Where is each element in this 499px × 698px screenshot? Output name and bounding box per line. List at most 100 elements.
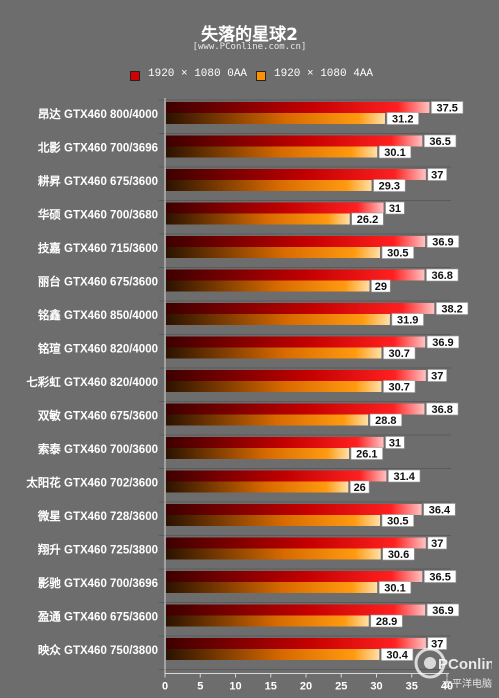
data-label-box <box>431 101 464 114</box>
data-label-box <box>386 112 419 125</box>
bar-series-0 <box>166 403 425 415</box>
bar-series-0 <box>166 537 426 549</box>
data-label-series-0: 37.5 <box>436 103 457 115</box>
x-tick-label: 30 <box>370 681 382 693</box>
bar-series-1 <box>166 314 390 325</box>
data-label-series-0: 31.4 <box>393 471 415 483</box>
data-label-series-1: 26 <box>354 482 366 494</box>
category-label: 索泰 GTX460 700/3600 <box>38 442 158 456</box>
category-label: 太阳花 GTX460 702/3600 <box>25 476 158 490</box>
data-label-box <box>427 168 447 181</box>
pconline-logo: PConline 太平洋电脑网 <box>414 647 492 690</box>
data-label-box <box>385 436 405 449</box>
data-label-box <box>378 581 412 594</box>
data-label-box <box>378 145 412 159</box>
bar-series-0 <box>166 370 426 381</box>
category-label: 昂达 GTX460 800/4000 <box>38 107 158 121</box>
data-label-box <box>371 279 391 293</box>
data-label-series-0: 36.5 <box>429 136 450 148</box>
data-label-series-0: 36.4 <box>429 505 451 517</box>
category-label: 微星 GTX460 728/3600 <box>37 509 158 523</box>
x-tick-label: 0 <box>162 681 168 693</box>
data-label-series-0: 36.8 <box>432 270 453 282</box>
category-label: 七彩虹 GTX460 820/4000 <box>26 375 158 389</box>
data-label-box <box>370 614 403 628</box>
bar-series-0 <box>166 504 422 515</box>
bar-series-1 <box>166 582 378 593</box>
x-tick-label: 15 <box>265 681 277 693</box>
chart-title: 失落的星球2 <box>201 25 298 45</box>
data-label-series-1: 30.7 <box>389 348 410 360</box>
bar-series-1 <box>166 146 378 158</box>
data-label-box <box>426 235 460 248</box>
data-label-box <box>427 536 447 550</box>
x-tick-label: 40 <box>441 681 453 693</box>
data-label-series-1: 28.9 <box>376 616 397 628</box>
bar-series-1 <box>166 213 350 225</box>
data-label-series-1: 26.2 <box>357 214 378 226</box>
data-label-series-0: 37 <box>431 170 443 182</box>
data-label-box <box>427 369 447 382</box>
bar-series-0 <box>166 336 426 348</box>
data-label-series-0: 36.9 <box>432 237 453 249</box>
data-label-series-1: 31.9 <box>397 315 418 327</box>
data-label-series-0: 31 <box>389 438 401 450</box>
data-label-box <box>350 447 383 460</box>
bar-series-1 <box>166 414 369 426</box>
data-label-box <box>388 469 421 483</box>
data-label-box <box>423 503 456 516</box>
bar-series-1 <box>166 649 380 660</box>
bar-series-1 <box>166 180 372 191</box>
category-label: 耕昇 GTX460 675/3600 <box>37 174 158 188</box>
bar-group: 37.5 31.2 36.5 30.1 37 29.3 31 26.2 36.9 30.5 36.8… <box>166 101 469 662</box>
bar-series-0 <box>166 169 426 180</box>
data-label-series-0: 36.9 <box>432 605 453 617</box>
bar-series-1 <box>166 481 349 493</box>
data-label-box <box>351 212 384 226</box>
data-label-box <box>381 648 414 661</box>
data-label-series-1: 29 <box>375 281 387 293</box>
bar-series-1 <box>166 381 382 392</box>
data-label-box <box>385 201 405 215</box>
data-label-series-1: 30.1 <box>384 147 405 159</box>
data-label-box <box>381 246 414 259</box>
data-label-box <box>382 547 415 561</box>
data-label-box <box>426 268 459 282</box>
data-label-series-0: 37 <box>431 639 443 651</box>
x-tick-label: 20 <box>300 681 312 693</box>
bar-series-1 <box>166 548 381 560</box>
data-label-box <box>426 603 460 617</box>
bar-series-0 <box>166 102 430 113</box>
bar-series-0 <box>166 604 426 616</box>
watermark-subtext: 太平洋电脑网 <box>442 677 492 690</box>
data-label-series-1: 30.4 <box>386 650 408 662</box>
bar-series-1 <box>166 448 350 459</box>
data-label-box <box>426 402 459 416</box>
x-tick-label: 25 <box>335 681 347 693</box>
bar-series-0 <box>166 470 387 482</box>
bar-series-1 <box>166 247 381 258</box>
data-label-series-1: 30.6 <box>388 549 409 561</box>
bar-series-0 <box>166 638 426 649</box>
legend-swatch-series-1 <box>256 71 266 81</box>
data-label-series-0: 37 <box>431 371 443 383</box>
category-label: 盈通 GTX460 675/3600 <box>37 611 158 624</box>
data-label-series-0: 36.5 <box>429 572 450 584</box>
category-label: 影驰 GTX460 700/3696 <box>38 576 158 590</box>
data-label-box <box>426 335 460 349</box>
data-label-series-0: 36.8 <box>432 404 453 416</box>
chart-subtitle: [www.PConline.com.cn] <box>192 42 307 52</box>
x-tick-label: 35 <box>406 681 418 693</box>
data-label-series-1: 30.5 <box>387 248 408 260</box>
category-label: 铭瑄 GTX460 820/4000 <box>38 342 158 356</box>
data-label-box <box>381 514 414 527</box>
watermark-text: PConline <box>438 656 492 673</box>
data-label-series-1: 30.5 <box>387 516 408 528</box>
category-label: 技嘉 GTX460 715/3600 <box>38 241 158 255</box>
data-label-box <box>424 134 457 148</box>
x-tick-label: 5 <box>197 681 203 693</box>
bar-series-1 <box>166 280 370 292</box>
data-label-box <box>383 346 416 360</box>
bar-series-1 <box>166 113 385 124</box>
bar-series-0 <box>166 437 384 448</box>
